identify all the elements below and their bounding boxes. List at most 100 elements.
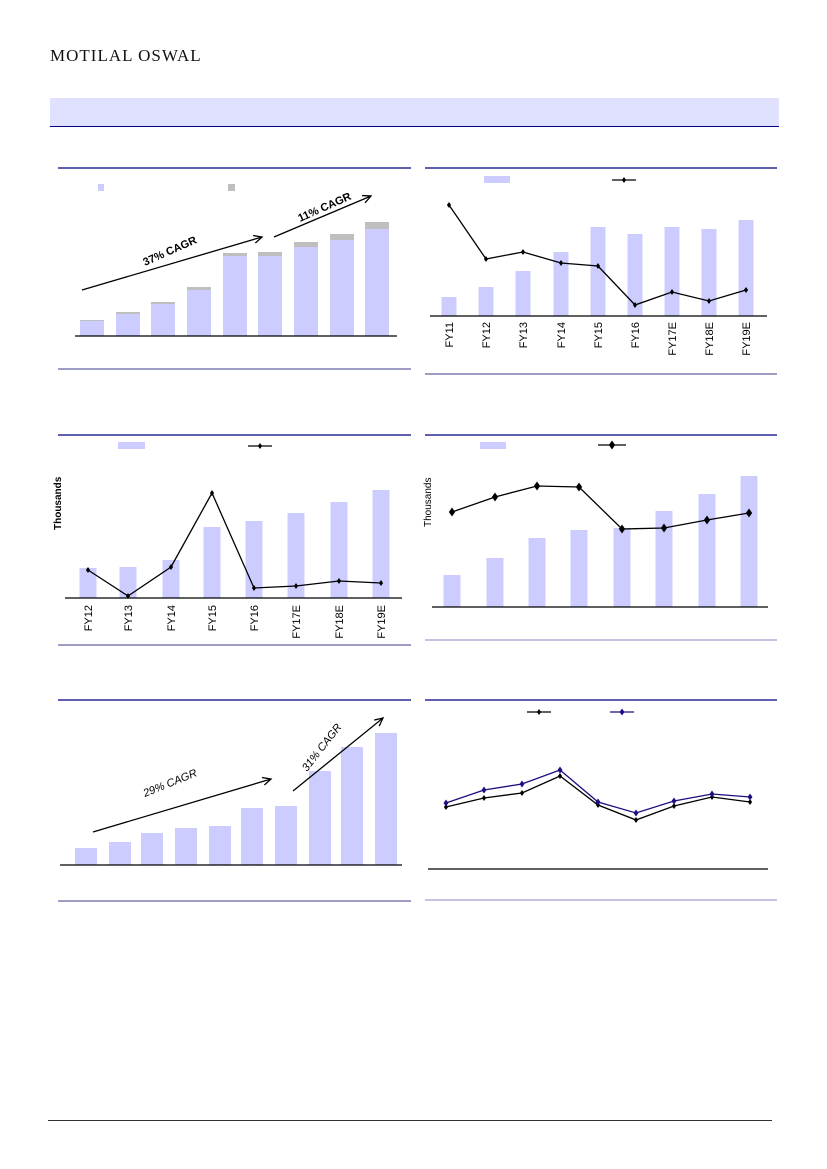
bar — [528, 538, 546, 607]
legend-swatch — [98, 184, 104, 191]
bar — [365, 229, 389, 336]
line-series-marker — [557, 773, 563, 779]
line-series-marker — [618, 524, 626, 534]
line-series-secondary-marker — [557, 766, 563, 774]
line-series-marker — [745, 508, 753, 518]
line-series-marker — [443, 804, 449, 810]
line-series-secondary-marker — [747, 793, 753, 801]
line-series-marker — [747, 799, 753, 805]
bar — [223, 256, 247, 336]
line-series-marker — [520, 249, 526, 255]
x-tick-label: FY19E — [376, 605, 388, 639]
bar — [187, 290, 211, 336]
y-axis-label: Thousands — [53, 476, 64, 530]
bar — [209, 826, 231, 865]
line-series-marker — [595, 263, 601, 269]
x-tick-label: FY13 — [518, 322, 530, 348]
line-series-marker — [293, 583, 299, 589]
line-series-marker — [483, 256, 489, 262]
bar — [80, 321, 104, 336]
cagr-label: 31% CAGR — [300, 722, 344, 774]
x-tick-label: FY12 — [83, 605, 95, 631]
bar-secondary — [223, 253, 247, 256]
bar-secondary — [330, 234, 354, 240]
bar — [116, 314, 140, 336]
cagr-arrow — [273, 195, 372, 238]
bar — [740, 476, 758, 607]
y-axis-label: Thousands — [423, 478, 434, 527]
legend-swatch — [228, 184, 235, 191]
company-logo: MOTILAL OSWAL — [50, 46, 202, 65]
line-series — [451, 485, 750, 530]
line-series-marker — [481, 795, 487, 801]
bar-secondary — [258, 252, 282, 256]
bar — [590, 227, 606, 316]
line-series-marker — [706, 298, 712, 304]
x-tick-label: FY16 — [249, 605, 261, 631]
line-series-secondary-marker — [481, 786, 487, 794]
legend-marker — [621, 177, 627, 183]
x-tick-label: FY17E — [291, 605, 303, 639]
bar — [241, 808, 263, 865]
legend-swatch — [480, 442, 506, 449]
bar — [441, 297, 457, 316]
x-tick-label: FY11 — [444, 322, 456, 347]
bar — [701, 229, 717, 316]
bar — [443, 575, 461, 607]
bar — [109, 842, 131, 865]
bar — [151, 304, 175, 336]
bar — [478, 287, 494, 316]
bar — [613, 528, 631, 607]
line-series-marker — [519, 790, 525, 796]
line-series-marker — [209, 490, 215, 496]
bar-secondary — [116, 312, 140, 314]
line-series-secondary-marker — [519, 780, 525, 788]
bar-secondary — [187, 287, 211, 290]
legend-swatch — [484, 176, 510, 183]
line-series-marker — [85, 567, 91, 573]
line-series-secondary-marker — [709, 790, 715, 798]
bar — [627, 234, 643, 316]
line-series-marker — [660, 523, 668, 533]
x-tick-label: FY12 — [481, 322, 493, 348]
x-tick-label: FY18E — [704, 322, 716, 356]
bar — [372, 490, 390, 598]
bar — [294, 247, 318, 336]
line-series-marker — [491, 492, 499, 502]
x-tick-label: FY15 — [207, 605, 219, 631]
bar — [203, 527, 221, 598]
cagr-arrow — [92, 778, 272, 833]
x-tick-label: FY15 — [593, 322, 605, 348]
bar — [664, 227, 680, 316]
line-series-marker — [168, 564, 174, 570]
bar-secondary — [80, 320, 104, 321]
bar — [738, 220, 754, 316]
bar-secondary — [365, 222, 389, 229]
bar — [75, 848, 97, 865]
arrow-head-icon — [253, 234, 264, 244]
legend-marker — [608, 440, 616, 450]
arrow-head-icon — [374, 717, 385, 727]
line-series-marker — [446, 202, 452, 208]
legend-marker — [257, 443, 263, 449]
cagr-arrow — [81, 236, 263, 291]
line-series — [87, 491, 382, 597]
arrow-head-icon — [262, 776, 273, 786]
x-tick-label: FY17E — [667, 322, 679, 356]
cagr-label: 29% CAGR — [141, 767, 199, 800]
line-series-marker — [633, 817, 639, 823]
cagr-arrow — [292, 717, 384, 792]
legend-swatch — [118, 442, 145, 449]
x-tick-label: FY14 — [166, 605, 178, 631]
x-tick-label: FY19E — [741, 322, 753, 356]
line-series-secondary-marker — [671, 797, 677, 805]
line-series-marker — [251, 585, 257, 591]
line-series — [445, 775, 751, 821]
line-series-marker — [575, 482, 583, 492]
bar-secondary — [151, 302, 175, 304]
legend-marker — [536, 709, 542, 715]
footer-rule — [48, 1120, 772, 1121]
line-series-marker — [743, 287, 749, 293]
bar — [486, 558, 504, 607]
